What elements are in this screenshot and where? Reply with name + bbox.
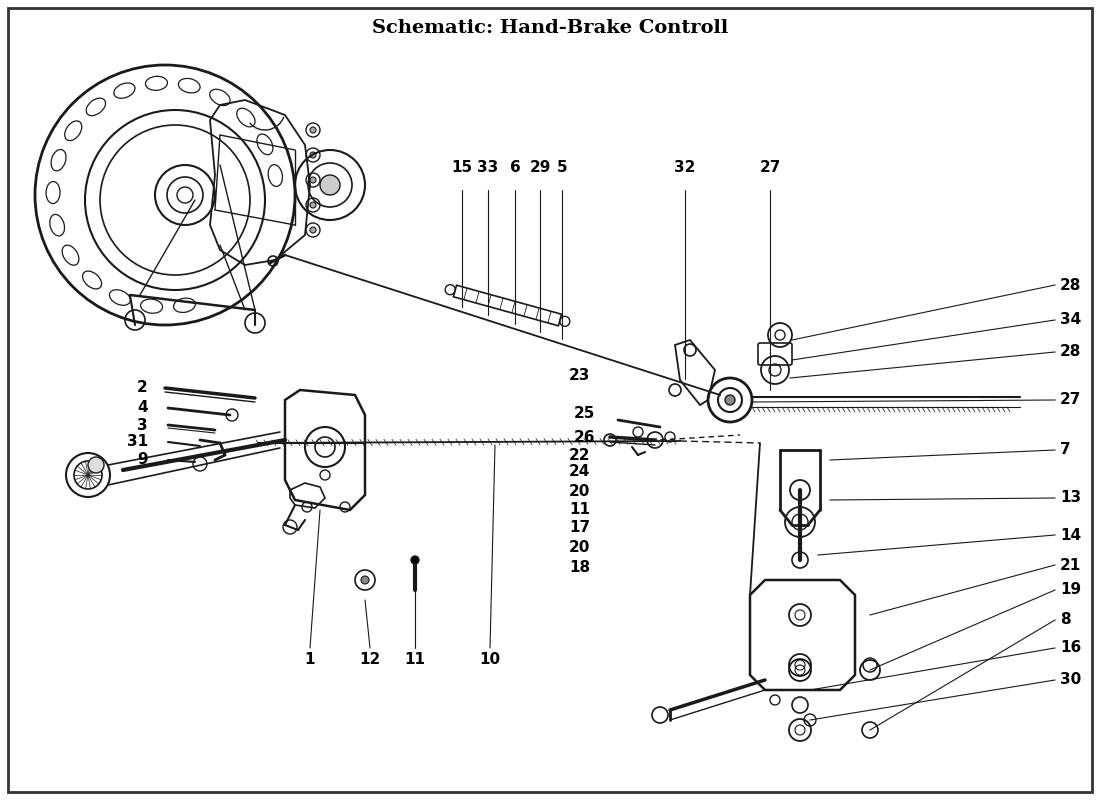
Text: 26: 26 [573,430,595,445]
Text: 27: 27 [759,160,781,175]
Text: 12: 12 [360,653,381,667]
Circle shape [310,152,316,158]
Circle shape [310,227,316,233]
Text: 31: 31 [126,434,148,450]
Circle shape [310,177,316,183]
Text: 17: 17 [569,521,590,535]
Text: 11: 11 [405,653,426,667]
Text: 29: 29 [529,160,551,175]
Text: 27: 27 [1060,393,1081,407]
Text: 6: 6 [509,160,520,175]
Circle shape [361,576,368,584]
Circle shape [411,556,419,564]
Text: 4: 4 [138,401,148,415]
Text: 28: 28 [1060,278,1081,293]
Text: 20: 20 [569,541,590,555]
Text: 21: 21 [1060,558,1081,573]
Text: 2: 2 [138,381,148,395]
Text: 30: 30 [1060,673,1081,687]
Text: 25: 25 [573,406,595,421]
Text: 1: 1 [305,653,316,667]
Circle shape [320,175,340,195]
Text: Schematic: Hand-Brake Controll: Schematic: Hand-Brake Controll [372,19,728,37]
Text: 14: 14 [1060,527,1081,542]
Text: 24: 24 [569,465,590,479]
Text: 19: 19 [1060,582,1081,598]
Text: 3: 3 [138,418,148,433]
Text: 34: 34 [1060,313,1081,327]
Text: 13: 13 [1060,490,1081,506]
Circle shape [310,202,316,208]
Text: 33: 33 [477,160,498,175]
Circle shape [725,395,735,405]
Circle shape [88,457,104,473]
Text: 28: 28 [1060,345,1081,359]
Text: 32: 32 [674,160,695,175]
Circle shape [310,127,316,133]
Text: 16: 16 [1060,641,1081,655]
Text: 23: 23 [569,367,590,382]
Text: 7: 7 [1060,442,1070,458]
Text: 15: 15 [451,160,473,175]
Text: 9: 9 [138,453,148,467]
Text: 18: 18 [569,561,590,575]
Text: 20: 20 [569,485,590,499]
Text: 8: 8 [1060,613,1070,627]
Text: 10: 10 [480,653,501,667]
Text: 22: 22 [569,447,590,462]
Text: 5: 5 [557,160,568,175]
Text: 11: 11 [569,502,590,518]
